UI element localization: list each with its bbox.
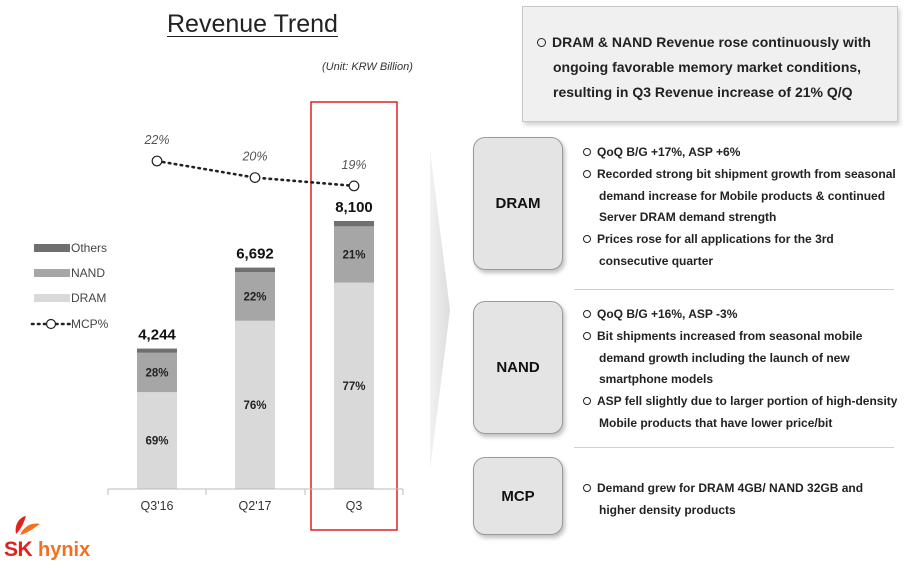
circle-bullet-icon xyxy=(583,148,591,156)
list-item: QoQ B/G +17%, ASP +6% xyxy=(583,142,903,164)
list-item: ASP fell slightly due to larger portion … xyxy=(583,391,903,435)
mcp-point xyxy=(348,180,360,192)
circle-bullet-icon xyxy=(583,169,591,178)
bar-others xyxy=(334,221,374,227)
circle-bullet-icon xyxy=(583,331,591,340)
legend-label: DRAM xyxy=(71,291,106,305)
bar-dram xyxy=(235,320,275,489)
section-label-dram: DRAM xyxy=(473,137,563,270)
data-label: 69% xyxy=(145,436,168,448)
bar-others xyxy=(137,348,177,353)
summary-text: DRAM & NAND Revenue rose continuously wi… xyxy=(537,30,903,105)
legend-label: NAND xyxy=(71,266,105,280)
data-label: 76% xyxy=(243,400,266,412)
tick-label: Q3'16 xyxy=(141,499,174,513)
data-label: 22% xyxy=(243,291,266,303)
revenue-chart: 69% 28% 4,244 Q3'16 76% 22% 6,692 Q2'17 77% 21% 8,… xyxy=(30,101,404,531)
list-item: Recorded strong bit shipment growth from… xyxy=(583,164,903,229)
legend-swatch xyxy=(34,294,70,302)
divider xyxy=(574,447,894,448)
section-text-nand: QoQ B/G +16%, ASP -3% Bit shipments incr… xyxy=(583,304,903,435)
total-label: 6,692 xyxy=(236,246,274,263)
list-item: Bit shipments increased from seasonal mo… xyxy=(583,326,903,391)
mcp-point xyxy=(249,172,261,184)
total-label: 8,100 xyxy=(335,199,373,216)
data-label: 28% xyxy=(145,367,168,379)
summary-box: DRAM & NAND Revenue rose continuously wi… xyxy=(522,6,898,122)
mcp-label: 20% xyxy=(241,150,267,164)
bar-dram xyxy=(334,282,374,489)
circle-bullet-icon xyxy=(583,484,591,492)
unit-label: (Unit: KRW Billion) xyxy=(322,61,413,73)
circle-bullet-icon xyxy=(537,38,546,47)
mcp-point xyxy=(151,155,163,167)
legend-swatch xyxy=(34,244,70,252)
highlight-box xyxy=(310,101,398,531)
list-item: Demand grew for DRAM 4GB/ NAND 32GB and … xyxy=(583,478,903,522)
circle-bullet-icon xyxy=(583,310,591,318)
data-label: 21% xyxy=(342,250,365,262)
legend-swatch xyxy=(34,269,70,277)
bar-nand xyxy=(334,226,374,283)
section-label-nand: NAND xyxy=(473,301,563,434)
tick-label: Q2'17 xyxy=(239,499,272,513)
data-label: 77% xyxy=(342,381,365,393)
bar-nand xyxy=(137,352,177,393)
mcp-label: 19% xyxy=(341,158,366,172)
circle-bullet-icon xyxy=(583,397,591,406)
chevron-right-icon xyxy=(430,150,450,470)
bar-dram xyxy=(137,392,177,489)
bar-nand xyxy=(235,272,275,321)
total-label: 4,244 xyxy=(138,327,176,344)
section-label-mcp: MCP xyxy=(473,457,563,535)
section-text-mcp: Demand grew for DRAM 4GB/ NAND 32GB and … xyxy=(583,478,903,522)
divider xyxy=(574,289,894,290)
legend-point-swatch xyxy=(45,318,57,330)
legend-label: MCP% xyxy=(71,317,109,331)
legend-label: Others xyxy=(71,241,107,255)
list-item: QoQ B/G +16%, ASP -3% xyxy=(583,304,903,326)
logo-hynix-text: hynix xyxy=(38,539,91,561)
mcp-label: 22% xyxy=(143,133,169,147)
page-title: Revenue Trend xyxy=(167,10,338,38)
list-item: Prices rose for all applications for the… xyxy=(583,229,903,273)
section-text-dram: QoQ B/G +17%, ASP +6% Recorded strong bi… xyxy=(583,142,903,273)
tick-label: Q3 xyxy=(346,499,363,513)
logo-sk-text: SK xyxy=(4,538,33,561)
bar-others xyxy=(235,267,275,273)
sk-hynix-logo: SK hynix xyxy=(4,516,104,565)
butterfly-logo-icon xyxy=(15,516,40,535)
circle-bullet-icon xyxy=(583,235,591,244)
